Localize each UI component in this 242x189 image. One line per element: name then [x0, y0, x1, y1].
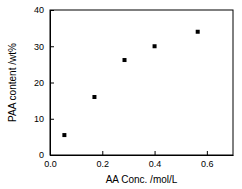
point [123, 58, 127, 62]
x-axis-title: AA Conc. /mol/L [106, 174, 178, 185]
points [62, 30, 199, 137]
y-tick-label: 10 [34, 114, 44, 124]
y-tick-label: 0 [39, 150, 44, 160]
y-tick: 20 [34, 78, 54, 88]
x-tick: 0.6 [201, 151, 214, 169]
y-tick-label: 40 [34, 5, 44, 15]
y-axis: 0 10 20 30 40 [34, 5, 54, 160]
x-tick-label: 0.4 [149, 159, 162, 169]
point [153, 44, 157, 48]
y-tick-mark [50, 119, 54, 120]
y-tick-mark [50, 83, 54, 84]
point [196, 30, 200, 34]
plot-frame [50, 10, 233, 155]
y-tick: 10 [34, 114, 54, 124]
plot: 0.0 0.2 0.4 0.6 0 10 20 30 40 [34, 5, 234, 169]
x-tick: 0.4 [149, 151, 162, 169]
x-tick-mark [207, 151, 208, 155]
x-tick-mark [102, 151, 103, 155]
x-tick-mark [155, 151, 156, 155]
y-tick: 30 [34, 42, 54, 52]
x-tick-label: 0.2 [97, 159, 110, 169]
chart: 0.0 0.2 0.4 0.6 0 10 20 30 40 AA Conc. /mol/L PAA … [0, 0, 242, 189]
y-tick-label: 30 [34, 42, 44, 52]
y-tick-label: 20 [34, 78, 44, 88]
x-tick-label: 0.0 [44, 159, 57, 169]
x-tick: 0.2 [97, 151, 110, 169]
y-axis-title: PAA content /wt% [7, 43, 18, 122]
x-tick-label: 0.6 [201, 159, 214, 169]
point [62, 133, 66, 137]
x-axis: 0.0 0.2 0.4 0.6 [44, 151, 233, 169]
y-tick-mark [50, 46, 54, 47]
point [92, 95, 96, 99]
